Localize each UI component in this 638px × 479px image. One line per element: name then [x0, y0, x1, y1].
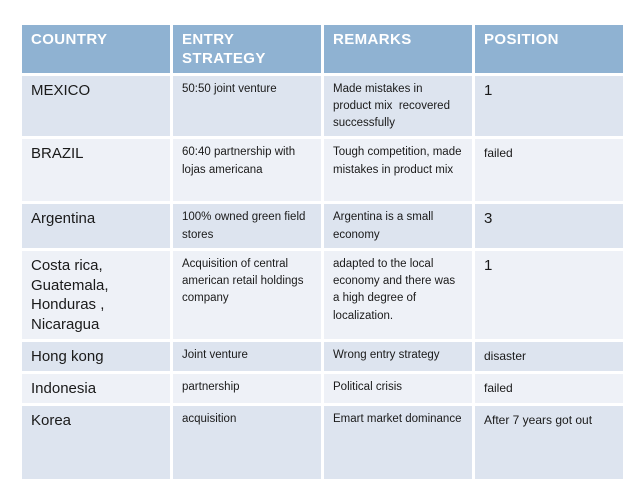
country-cell: MEXICO [22, 75, 170, 137]
remarks-cell: Made mistakes in product mix recovered s… [324, 75, 472, 137]
table-header: COUNTRY ENTRY STRATEGY REMARKS POSITION [22, 25, 623, 73]
entry-strategy-cell: 60:40 partnership with lojas americana [173, 139, 321, 202]
column-header-country: COUNTRY [22, 25, 170, 73]
entry-strategy-cell: acquisition [173, 405, 321, 479]
country-cell: BRAZIL [22, 139, 170, 202]
table-row-brazil: BRAZIL 60:40 partnership with lojas amer… [22, 139, 623, 202]
country-cell: Hong kong [22, 341, 170, 371]
country-entry-strategy-table: COUNTRY ENTRY STRATEGY REMARKS POSITION … [19, 22, 626, 479]
position-cell: 3 [475, 204, 623, 248]
table-body: MEXICO 50:50 joint venture Made mistakes… [22, 75, 623, 479]
column-header-position: POSITION [475, 25, 623, 73]
position-cell: 1 [475, 75, 623, 137]
entry-strategy-cell: 50:50 joint venture [173, 75, 321, 137]
entry-strategy-cell: 100% owned green field stores [173, 204, 321, 248]
table-row-indonesia: Indonesia partnership Political crisis f… [22, 373, 623, 403]
remarks-cell: Political crisis [324, 373, 472, 403]
remarks-cell: adapted to the local economy and there w… [324, 250, 472, 339]
column-header-remarks: REMARKS [324, 25, 472, 73]
table-row-korea: Korea acquisition Emart market dominance… [22, 405, 623, 479]
remarks-cell: Argentina is a small economy [324, 204, 472, 248]
country-cell: Korea [22, 405, 170, 479]
position-cell: disaster [475, 341, 623, 371]
remarks-cell: Emart market dominance [324, 405, 472, 479]
remarks-cell: Wrong entry strategy [324, 341, 472, 371]
header-row: COUNTRY ENTRY STRATEGY REMARKS POSITION [22, 25, 623, 73]
table-row-central-america: Costa rica, Guatemala, Honduras , Nicara… [22, 250, 623, 339]
column-header-entry-strategy: ENTRY STRATEGY [173, 25, 321, 73]
country-cell: Argentina [22, 204, 170, 248]
entry-strategy-cell: Joint venture [173, 341, 321, 371]
country-cell: Costa rica, Guatemala, Honduras , Nicara… [22, 250, 170, 339]
position-cell: failed [475, 139, 623, 202]
country-cell: Indonesia [22, 373, 170, 403]
entry-strategy-cell: Acquisition of central american retail h… [173, 250, 321, 339]
position-cell: 1 [475, 250, 623, 339]
table-row-hong-kong: Hong kong Joint venture Wrong entry stra… [22, 341, 623, 371]
position-cell: After 7 years got out [475, 405, 623, 479]
table-row-argentina: Argentina 100% owned green field stores … [22, 204, 623, 248]
position-cell: failed [475, 373, 623, 403]
remarks-cell: Tough competition, made mistakes in prod… [324, 139, 472, 202]
table-row-mexico: MEXICO 50:50 joint venture Made mistakes… [22, 75, 623, 137]
entry-strategy-cell: partnership [173, 373, 321, 403]
